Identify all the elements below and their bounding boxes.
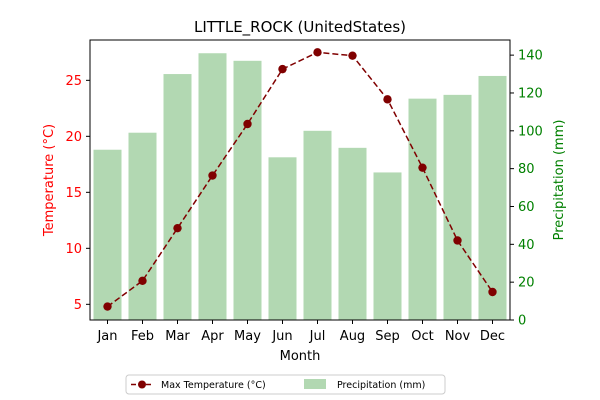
line-group xyxy=(103,48,497,311)
x-tick-label-feb: Feb xyxy=(131,329,154,344)
bar-oct xyxy=(408,98,437,320)
x-tick-label-oct: Oct xyxy=(411,329,433,344)
y-right-tick-label-60: 60 xyxy=(518,200,535,215)
y-axis-left: 5 10 15 20 25 xyxy=(65,74,90,313)
bar-may xyxy=(233,60,262,320)
bar-feb xyxy=(128,132,157,320)
y-right-tick-label-80: 80 xyxy=(518,162,535,177)
y-right-tick-label-140: 140 xyxy=(518,49,543,64)
temperature-point-dec xyxy=(488,287,497,297)
temperature-point-mar xyxy=(173,223,182,233)
x-tick-label-dec: Dec xyxy=(480,329,505,344)
y-axis-left-label: Temperature (°C) xyxy=(42,124,57,237)
bars-group xyxy=(93,53,507,321)
bar-apr xyxy=(198,53,227,320)
temperature-point-sep xyxy=(383,95,392,104)
bar-mar xyxy=(163,74,192,321)
temperature-point-jan xyxy=(103,302,112,311)
temperature-point-apr xyxy=(208,171,217,180)
temperature-point-feb xyxy=(138,276,147,285)
bar-aug xyxy=(338,147,367,320)
y-right-tick-label-0: 0 xyxy=(518,314,526,329)
y-right-tick-label-100: 100 xyxy=(518,124,543,139)
x-tick-label-may: May xyxy=(234,329,261,344)
x-tick-label-nov: Nov xyxy=(445,329,471,344)
legend-frame xyxy=(125,374,446,395)
bar-jul xyxy=(303,130,332,320)
temperature-point-may xyxy=(243,119,252,129)
temperature-point-jun xyxy=(278,64,287,74)
temperature-point-jul xyxy=(313,48,322,57)
temperature-point-aug xyxy=(348,51,357,60)
bar-sep xyxy=(373,172,402,320)
legend: Max Temperature (°C) Precipitation (mm) xyxy=(125,374,446,395)
y-left-tick-label-10: 10 xyxy=(65,242,82,257)
temperature-point-nov xyxy=(453,236,462,245)
y-left-tick-label-20: 20 xyxy=(65,130,82,145)
y-right-tick-label-20: 20 xyxy=(518,276,535,291)
x-tick-label-jul: Jul xyxy=(309,329,326,344)
plot-frame xyxy=(89,39,511,321)
bar-jun xyxy=(268,157,297,320)
bar-dec xyxy=(478,75,507,320)
chart-title: LITTLE_ROCK (UnitedStates) xyxy=(194,18,406,37)
x-tick-label-jun: Jun xyxy=(271,329,292,344)
x-axis: Jan Feb Mar Apr May Jun Jul Aug Sep Oct Nov Dec xyxy=(96,320,505,344)
x-tick-label-jan: Jan xyxy=(96,329,117,344)
legend-bar-swatch xyxy=(304,379,326,389)
y-right-tick-label-120: 120 xyxy=(518,86,543,101)
y-left-tick-label-25: 25 xyxy=(65,74,82,89)
legend-line-marker xyxy=(138,380,146,389)
y-left-tick-label-15: 15 xyxy=(65,186,82,201)
x-axis-label: Month xyxy=(280,349,321,364)
legend-label-temperature: Max Temperature (°C) xyxy=(161,380,266,391)
x-tick-label-apr: Apr xyxy=(201,329,224,344)
x-tick-label-sep: Sep xyxy=(375,329,400,344)
y-right-tick-label-40: 40 xyxy=(518,238,535,253)
bar-jan xyxy=(93,149,122,320)
y-axis-right: 0 20 40 60 80 100 120 140 xyxy=(510,49,543,329)
bar-nov xyxy=(443,94,472,320)
legend-label-precipitation: Precipitation (mm) xyxy=(337,380,425,391)
x-tick-label-aug: Aug xyxy=(340,329,365,344)
temperature-line xyxy=(107,51,494,308)
y-axis-right-label: Precipitation (mm) xyxy=(552,120,567,241)
x-tick-label-mar: Mar xyxy=(165,329,190,344)
temperature-point-oct xyxy=(418,163,427,172)
y-left-tick-label-5: 5 xyxy=(74,298,82,313)
